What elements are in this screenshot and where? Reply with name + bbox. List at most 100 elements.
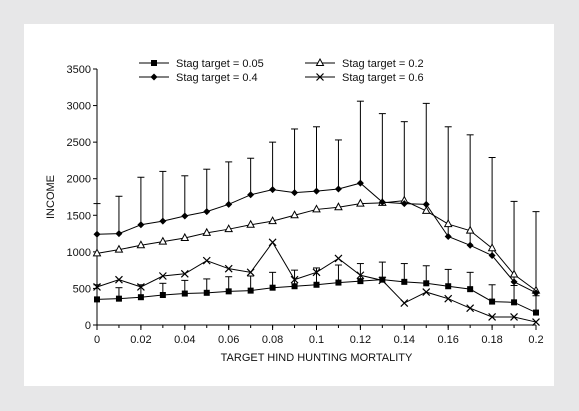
data-point-stag-target-0-05 [445,283,452,290]
y-tick-label: 2000 [67,174,91,186]
legend-marker [316,73,324,81]
x-tick-label: 0.16 [437,334,458,346]
x-tick-label: 0.06 [218,334,239,346]
data-point-stag-target-0-2 [334,202,343,211]
data-point-stag-target-0-05 [137,294,144,301]
data-point-stag-target-0-4 [532,289,540,297]
data-point-stag-target-0-4 [269,186,277,194]
x-marker-stroke [532,318,540,326]
data-point-stag-target-0-2 [290,210,299,219]
data-point-stag-target-0-2 [114,244,124,253]
data-point-stag-target-0-4 [115,230,123,238]
legend-item-stag-target-0-6: Stag target = 0.6 [305,72,424,84]
error-bar-stag-target-0-4 [159,170,167,222]
data-point-stag-target-0-6 [356,271,365,280]
data-point-stag-target-0-4 [181,212,189,220]
error-bar-stag-target-0-4 [400,121,408,204]
data-point-stag-target-0-4 [203,208,211,216]
x-axis-title: TARGET HIND HUNTING MORTALITY [221,352,413,364]
data-point-stag-target-0-05 [94,296,100,303]
y-tick-label: 1000 [67,247,91,259]
error-bar-stag-target-0-4 [313,126,320,192]
data-point-stag-target-0-6 [422,288,431,297]
x-tick-label: 0.02 [130,334,151,346]
data-point-stag-target-0-05 [423,280,430,287]
error-bar-stag-target-0-4 [356,100,364,184]
x-marker-stroke [180,269,189,278]
data-point-stag-target-0-2 [158,236,168,245]
x-marker-stroke [334,254,343,263]
data-point-stag-target-0-05 [115,295,122,302]
y-tick-label: 0 [85,320,91,332]
data-point-stag-target-0-6 [290,275,299,284]
data-point-stag-target-0-4 [400,200,408,208]
data-point-stag-target-0-2 [487,243,497,252]
data-point-stag-target-0-2 [224,224,234,233]
data-point-stag-target-0-2 [465,225,475,234]
x-marker-stroke [422,288,431,297]
legend-marker [315,57,325,66]
x-tick-label: 0.18 [481,334,502,346]
error-bar-stag-target-0-4 [247,157,255,195]
data-point-stag-target-0-4 [225,200,233,208]
data-point-stag-target-0-6 [246,268,255,277]
data-point-stag-target-0-6 [510,313,518,321]
x-marker-stroke [202,256,211,265]
x-marker-stroke [290,275,299,284]
x-marker-stroke [400,299,409,307]
x-marker-stroke [246,268,255,277]
error-bar-stag-target-0-4 [532,211,540,293]
legend-label: Stag target = 0.05 [176,58,264,70]
data-point-stag-target-0-6 [400,299,409,307]
x-marker-stroke [378,276,387,285]
legend-item-stag-target-0-05: Stag target = 0.05 [139,58,264,70]
data-point-stag-target-0-6 [180,269,189,278]
data-point-stag-target-0-6 [158,272,167,280]
data-point-stag-target-0-6 [466,304,475,313]
data-point-stag-target-0-6 [312,268,321,277]
x-tick-label: 0.2 [528,334,543,346]
data-point-stag-target-0-05 [159,292,166,299]
error-bar-stag-target-0-4 [181,175,189,217]
error-bar-stag-target-0-4 [291,128,299,193]
data-point-stag-target-0-6 [93,283,101,291]
legend-label: Stag target = 0.6 [342,72,424,84]
data-point-stag-target-0-4 [422,200,430,208]
error-bar-stag-target-0-4 [444,126,452,237]
data-point-stag-target-0-6 [334,254,343,263]
error-bar-stag-target-0-4 [203,168,211,212]
error-bar-stag-target-0-4 [378,113,386,203]
data-point-stag-target-0-4 [159,217,167,225]
data-point-stag-target-0-2 [356,198,365,207]
data-point-stag-target-0-2 [136,240,146,249]
data-point-stag-target-0-4 [93,230,101,238]
x-tick-label: 0 [94,334,100,346]
x-marker-stroke [136,283,145,291]
data-point-stag-target-0-4 [291,189,299,197]
x-tick-label: 0.04 [174,334,195,346]
error-bar-stag-target-0-4 [137,176,145,225]
x-tick-label: 0.08 [262,334,283,346]
data-point-stag-target-0-6 [224,264,233,273]
data-point-stag-target-0-05 [533,309,539,316]
data-point-stag-target-0-05 [181,290,188,297]
data-point-stag-target-0-6 [268,238,277,247]
data-point-stag-target-0-05 [357,278,364,285]
y-tick-label: 2500 [67,137,91,149]
error-bar-stag-target-0-4 [422,102,430,205]
x-marker-stroke [510,313,518,321]
x-tick-label: 0.1 [309,334,324,346]
data-point-stag-target-0-05 [489,298,496,305]
data-point-stag-target-0-05 [291,283,298,290]
x-tick-label: 0.12 [350,334,371,346]
x-marker-stroke [356,271,365,280]
data-point-stag-target-0-6 [532,318,540,326]
legend-label: Stag target = 0.2 [342,58,424,70]
error-bar-stag-target-0-4 [510,200,518,282]
data-point-stag-target-0-2 [312,204,321,213]
y-axis-title: INCOME [45,175,57,219]
data-point-stag-target-0-2 [268,216,277,225]
legend-item-stag-target-0-2: Stag target = 0.2 [305,57,424,70]
y-tick-label: 3000 [67,101,91,113]
x-marker-stroke [316,73,324,81]
